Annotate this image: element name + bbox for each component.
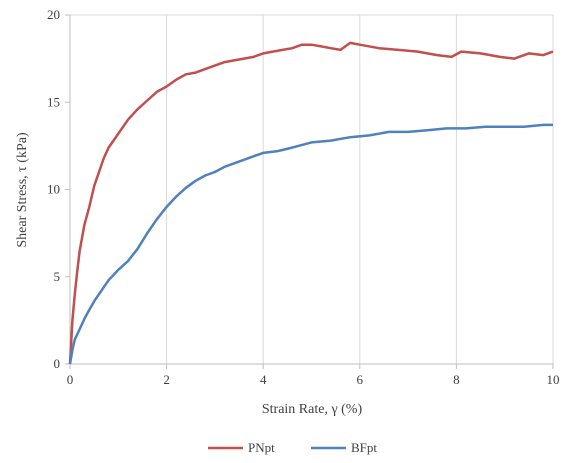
legend-label-bfpt: BFpt bbox=[351, 440, 377, 455]
x-tick-label: 2 bbox=[163, 372, 170, 387]
x-axis-title: Strain Rate, γ (%) bbox=[262, 402, 363, 417]
x-tick-label: 6 bbox=[357, 372, 364, 387]
series-line-bfpt bbox=[68, 123, 553, 365]
gridlines bbox=[70, 14, 554, 364]
legend-label-pnpt: PNpt bbox=[248, 440, 275, 455]
y-tick-label: 0 bbox=[54, 356, 61, 371]
x-tick-label: 8 bbox=[453, 372, 460, 387]
y-tick-labels: 0 5 10 15 20 bbox=[47, 7, 60, 371]
series-lines bbox=[68, 41, 554, 365]
y-tick-label: 10 bbox=[47, 182, 60, 197]
y-axis-title: Shear Stress, τ (kPa) bbox=[15, 132, 30, 248]
x-tick-label: 0 bbox=[67, 372, 74, 387]
x-tick-label: 10 bbox=[547, 372, 560, 387]
y-tick-label: 15 bbox=[47, 94, 60, 109]
x-tick-label: 4 bbox=[260, 372, 267, 387]
axes bbox=[65, 14, 554, 369]
legend: PNpt BFpt bbox=[208, 440, 377, 455]
y-tick-label: 20 bbox=[47, 7, 60, 22]
x-tick-labels: 0 2 4 6 8 10 bbox=[67, 372, 560, 387]
series-line-pnpt bbox=[68, 41, 554, 365]
y-tick-label: 5 bbox=[54, 269, 61, 284]
